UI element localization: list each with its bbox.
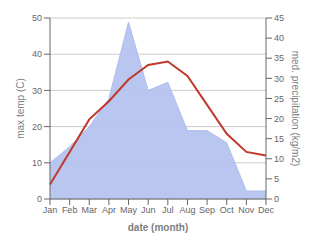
svg-text:Apr: Apr (102, 205, 116, 215)
svg-text:5: 5 (274, 174, 279, 184)
svg-text:10: 10 (274, 154, 284, 164)
svg-text:20: 20 (32, 122, 42, 132)
svg-text:Jun: Jun (141, 205, 156, 215)
svg-text:35: 35 (274, 53, 284, 63)
svg-text:45: 45 (274, 13, 284, 23)
svg-text:max temp (C): max temp (C) (15, 78, 26, 139)
svg-text:0: 0 (37, 194, 42, 204)
svg-text:Nov: Nov (238, 205, 255, 215)
svg-text:Feb: Feb (62, 205, 78, 215)
svg-text:30: 30 (274, 74, 284, 84)
svg-text:May: May (120, 205, 138, 215)
svg-text:15: 15 (274, 134, 284, 144)
svg-text:40: 40 (274, 33, 284, 43)
svg-text:Jan: Jan (43, 205, 58, 215)
svg-text:Aug: Aug (179, 205, 195, 215)
svg-text:date (month): date (month) (128, 222, 189, 233)
svg-text:Dec: Dec (258, 205, 275, 215)
svg-text:30: 30 (32, 86, 42, 96)
svg-text:med. precipitation (kg/m2): med. precipitation (kg/m2) (290, 51, 301, 167)
svg-text:Oct: Oct (220, 205, 235, 215)
svg-text:40: 40 (32, 49, 42, 59)
svg-text:10: 10 (32, 158, 42, 168)
svg-text:Mar: Mar (82, 205, 98, 215)
svg-text:20: 20 (274, 114, 284, 124)
svg-text:Jul: Jul (162, 205, 174, 215)
svg-text:25: 25 (274, 94, 284, 104)
svg-text:0: 0 (274, 194, 279, 204)
svg-text:50: 50 (32, 13, 42, 23)
svg-text:Sep: Sep (199, 205, 215, 215)
